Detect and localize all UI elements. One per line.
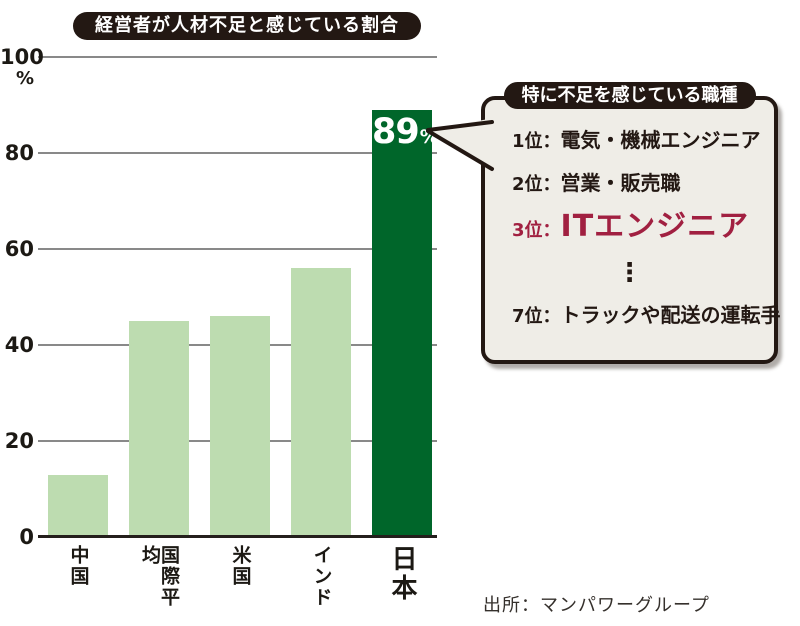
x-tick-日本: 日本 [387, 545, 417, 603]
x-tick-国際平均: 国際平均 [139, 545, 180, 608]
bar-インド [291, 268, 351, 537]
callout-rank: 2位： [512, 174, 561, 195]
callout-item-3: 3位：ITエンジニア [512, 209, 764, 249]
callout-rank: 1位： [512, 131, 561, 152]
callout-ellipsis: ⋮ [616, 258, 643, 288]
bar-value-label: 89% [372, 111, 439, 152]
bar-日本: 89% [372, 109, 439, 537]
callout-item-2: 2位：営業・販売職 [512, 171, 764, 197]
y-tick-100: 100 [0, 45, 44, 69]
gridline-100 [38, 56, 437, 58]
callout-box: 特に不足を感じている職種 1位：電気・機械エンジニア 2位：営業・販売職 3位：IT… [481, 82, 781, 364]
x-tick-米国: 米国 [229, 545, 252, 587]
y-tick-60: 60 [4, 237, 34, 261]
chart-title: 経営者が人材不足と感じている割合 [95, 15, 399, 36]
callout-label: 電気・機械エンジニア [560, 128, 761, 152]
x-tick-中国: 中国 [67, 545, 90, 587]
source-note: 出所：マンパワーグループ [483, 595, 710, 616]
y-tick-40: 40 [4, 333, 34, 357]
y-tick-20: 20 [4, 429, 34, 453]
callout-label: 営業・販売職 [560, 171, 681, 195]
x-axis-line [38, 535, 437, 538]
callout-header: 特に不足を感じている職種 [521, 85, 738, 106]
callout-item-1: 1位：電気・機械エンジニア [512, 128, 764, 154]
callout-rank: 7位： [512, 306, 561, 327]
callout-item-5: 7位：トラックや配送の運転手 [512, 303, 781, 329]
gridline-60 [38, 248, 437, 250]
y-tick-80: 80 [4, 141, 34, 165]
callout-header-badge: 特に不足を感じている職種 [503, 82, 756, 109]
bar-国際平均 [129, 321, 189, 537]
callout-rank: 3位： [512, 220, 561, 241]
chart-title-badge: 経営者が人材不足と感じている割合 [73, 12, 421, 40]
gridline-80 [38, 152, 437, 154]
bar-chart-plot: 89% [38, 56, 439, 538]
y-axis-unit: % [15, 68, 34, 89]
y-tick-0: 0 [19, 525, 34, 549]
bar-中国 [48, 474, 108, 537]
callout-label: ITエンジニア [560, 209, 750, 244]
bar-米国 [210, 316, 270, 537]
callout-label: トラックや配送の運転手 [560, 303, 781, 327]
x-tick-インド: インド [310, 545, 333, 608]
